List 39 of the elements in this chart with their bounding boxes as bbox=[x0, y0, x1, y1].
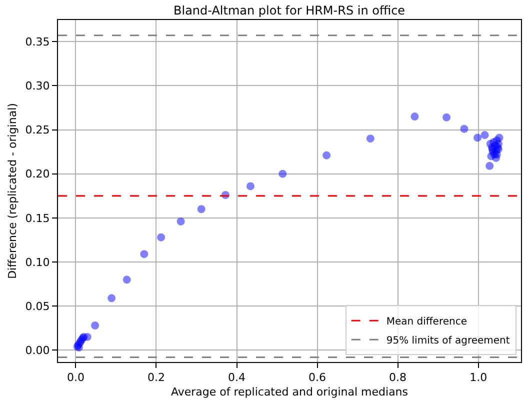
legend-label: 95% limits of agreement bbox=[386, 336, 510, 347]
x-tick-label: 0.6 bbox=[308, 371, 326, 384]
point bbox=[176, 217, 185, 226]
point bbox=[91, 322, 100, 330]
point bbox=[322, 151, 331, 160]
point bbox=[486, 162, 494, 170]
point bbox=[122, 276, 131, 284]
legend-label: Mean difference bbox=[386, 316, 467, 328]
point bbox=[278, 170, 287, 178]
y-tick-label: 0.00 bbox=[25, 344, 50, 358]
y-tick-label: 0.10 bbox=[25, 256, 50, 269]
point bbox=[83, 332, 92, 341]
point bbox=[197, 205, 206, 214]
y-tick-label: 0.15 bbox=[25, 212, 50, 225]
point bbox=[366, 134, 374, 143]
x-tick-label: 0.4 bbox=[228, 371, 246, 384]
y-tick-label: 0.20 bbox=[25, 168, 50, 181]
point bbox=[140, 250, 148, 258]
y-tick-label: 0.25 bbox=[25, 124, 50, 137]
y-tick-label: 0.05 bbox=[25, 300, 50, 313]
point bbox=[480, 131, 489, 140]
point bbox=[108, 294, 116, 302]
point bbox=[442, 113, 451, 122]
point bbox=[474, 134, 482, 142]
y-tick-label: 0.35 bbox=[25, 35, 50, 48]
x-tick-label: 0.2 bbox=[147, 371, 165, 384]
y-axis-title: Difference (replicated - original) bbox=[6, 103, 19, 279]
point bbox=[246, 182, 254, 190]
chart-title: Bland-Altman plot for HRM-RS in office bbox=[174, 3, 406, 18]
y-tick-label: 0.30 bbox=[25, 80, 50, 93]
point bbox=[492, 150, 501, 158]
x-tick-label: 1.0 bbox=[470, 371, 488, 384]
point bbox=[460, 124, 468, 133]
x-tick-label: 0.0 bbox=[66, 371, 84, 384]
x-axis-title: Average of replicated and original medians bbox=[170, 385, 408, 398]
point bbox=[495, 134, 504, 142]
point bbox=[410, 112, 419, 121]
x-tick-label: 0.8 bbox=[389, 371, 407, 384]
point bbox=[157, 233, 166, 242]
